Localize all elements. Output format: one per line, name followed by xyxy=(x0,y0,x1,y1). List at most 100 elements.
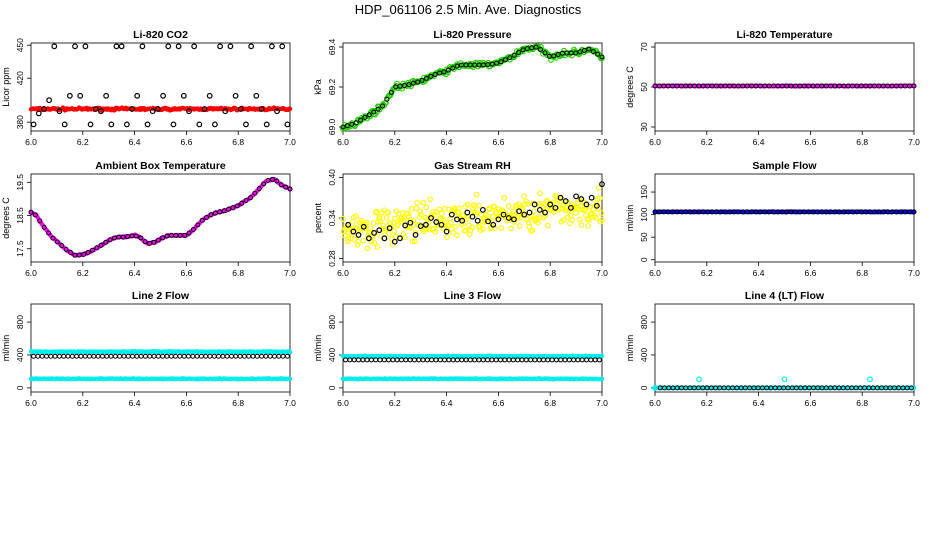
y-tick-label: 0 xyxy=(327,385,337,390)
data-point xyxy=(450,65,456,71)
data-point xyxy=(287,106,293,112)
data-point xyxy=(220,353,226,359)
data-point xyxy=(155,353,161,359)
data-point xyxy=(381,235,388,242)
series-layer xyxy=(652,209,917,215)
data-point xyxy=(139,43,146,50)
data-point xyxy=(35,110,42,117)
data-point xyxy=(89,247,95,253)
series-layer xyxy=(28,348,293,382)
data-point xyxy=(113,43,120,50)
data-point xyxy=(265,177,271,183)
data-point xyxy=(441,69,447,75)
data-point xyxy=(549,357,555,363)
data-point xyxy=(349,121,355,127)
data-point xyxy=(103,239,109,245)
x-tick-label: 6.6 xyxy=(492,137,504,147)
plot-frame xyxy=(654,173,915,263)
data-point xyxy=(485,357,491,363)
data-point xyxy=(576,206,582,212)
data-point xyxy=(392,215,398,222)
series-black xyxy=(652,209,917,215)
y-tick-label: 420 xyxy=(15,71,25,85)
data-point xyxy=(525,200,531,207)
data-point xyxy=(268,43,275,50)
y-axis-label: Licor ppm xyxy=(1,67,11,107)
data-point xyxy=(177,353,183,359)
data-point xyxy=(226,206,232,212)
data-point xyxy=(272,353,278,359)
y-tick-label: 400 xyxy=(15,348,25,362)
data-point xyxy=(374,244,381,250)
y-tick-label: 18.5 xyxy=(15,207,25,224)
x-tick-label: 6.8 xyxy=(232,137,244,147)
panel-title: Gas Stream RH xyxy=(434,160,510,172)
data-point xyxy=(94,245,100,251)
panel-1: Li-820 Pressure kPa 6.0 6.2 6.4 6.6 6.8 7.0 69.0… xyxy=(313,29,608,147)
data-point xyxy=(253,92,260,99)
y-tick-label: 0.28 xyxy=(327,250,337,267)
data-point xyxy=(259,353,265,359)
data-point xyxy=(450,229,456,236)
data-point xyxy=(453,232,460,239)
y-tick-label: 400 xyxy=(327,348,337,362)
data-point xyxy=(401,83,407,89)
data-point xyxy=(222,108,229,115)
data-point xyxy=(558,357,564,363)
data-point xyxy=(364,245,371,252)
data-point xyxy=(28,209,34,215)
series-cyan xyxy=(340,376,605,382)
data-point xyxy=(204,215,210,221)
data-point xyxy=(423,204,430,211)
data-point xyxy=(586,217,592,223)
data-point xyxy=(441,205,448,212)
data-point xyxy=(511,216,517,223)
data-point xyxy=(584,357,590,363)
data-point xyxy=(241,353,247,359)
data-point xyxy=(579,357,585,363)
data-point xyxy=(438,221,445,228)
y-tick-label: 0 xyxy=(15,385,25,390)
data-point xyxy=(422,221,429,228)
data-point xyxy=(87,353,93,359)
plot-frame xyxy=(654,303,915,393)
data-point xyxy=(77,92,84,99)
data-point xyxy=(276,353,282,359)
data-point xyxy=(524,216,530,223)
data-point xyxy=(391,238,398,245)
data-point xyxy=(31,353,37,359)
data-point xyxy=(599,181,605,188)
data-point xyxy=(366,112,372,118)
data-point xyxy=(72,43,78,50)
data-point xyxy=(211,353,217,359)
series-layer xyxy=(340,181,605,252)
data-point xyxy=(155,106,161,112)
series-layer xyxy=(652,83,917,89)
data-point xyxy=(186,230,192,236)
data-point xyxy=(190,226,196,232)
x-tick-label: 6.8 xyxy=(856,398,868,408)
y-tick-label: 400 xyxy=(639,348,649,362)
data-point xyxy=(367,225,374,232)
data-point xyxy=(418,211,424,218)
data-point xyxy=(569,217,576,223)
series-cyan xyxy=(28,348,293,355)
data-point xyxy=(867,376,873,383)
x-tick-label: 6.8 xyxy=(544,268,556,278)
data-point xyxy=(593,202,600,209)
data-point xyxy=(354,242,361,248)
data-point xyxy=(416,357,422,363)
data-point xyxy=(911,83,917,89)
data-point xyxy=(450,357,456,363)
data-point xyxy=(469,213,476,220)
data-point xyxy=(438,210,445,217)
y-tick-label: 69.4 xyxy=(327,38,337,55)
data-point xyxy=(408,206,415,212)
x-tick-label: 6.8 xyxy=(544,137,556,147)
data-point xyxy=(375,106,381,112)
data-point xyxy=(413,205,420,212)
data-point xyxy=(371,109,377,115)
data-point xyxy=(151,239,157,245)
data-point xyxy=(358,217,365,224)
data-point xyxy=(386,225,393,232)
